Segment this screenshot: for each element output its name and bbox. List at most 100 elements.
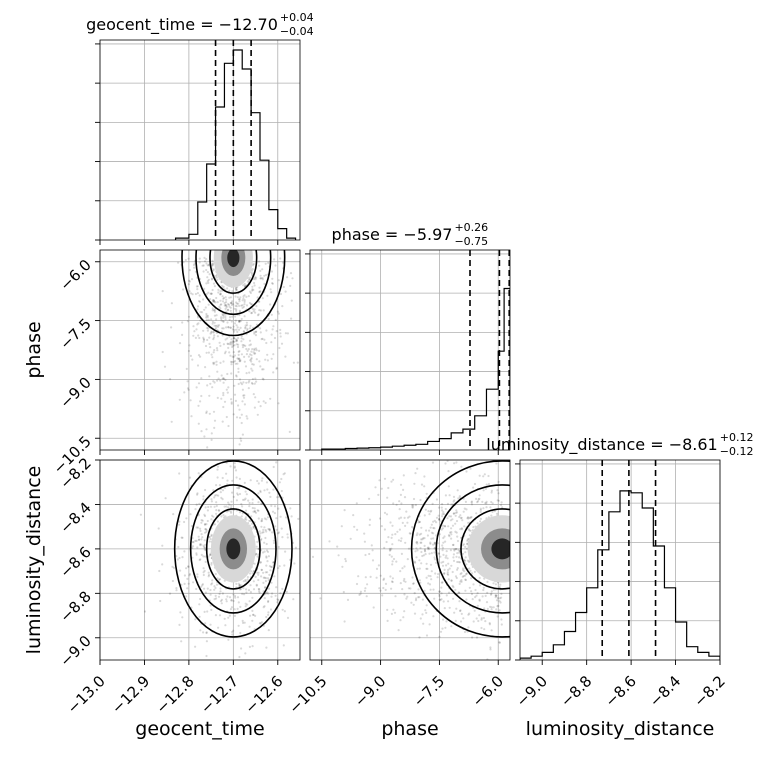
- scatter-point: [482, 616, 485, 620]
- scatter-point: [419, 498, 422, 502]
- scatter-point: [195, 552, 198, 555]
- scatter-point: [208, 375, 211, 378]
- scatter-point: [204, 531, 207, 534]
- scatter-point: [364, 553, 367, 557]
- scatter-point: [462, 543, 466, 546]
- scatter-point: [476, 501, 479, 504]
- scatter-point: [390, 547, 393, 550]
- scatter-point: [234, 596, 237, 599]
- scatter-point: [244, 365, 248, 368]
- scatter-point: [262, 400, 265, 403]
- scatter-point: [254, 311, 257, 314]
- scatter-point: [258, 260, 261, 263]
- scatter-point: [346, 598, 350, 602]
- scatter-point: [205, 293, 208, 296]
- scatter-point: [432, 543, 435, 546]
- scatter-point: [245, 304, 249, 307]
- scatter-point: [252, 613, 255, 616]
- scatter-point: [442, 510, 445, 514]
- scatter-point: [400, 537, 403, 540]
- scatter-point: [428, 529, 431, 532]
- scatter-point: [423, 544, 426, 548]
- scatter-point: [277, 312, 280, 315]
- scatter-point: [422, 554, 425, 557]
- scatter-point: [249, 484, 251, 486]
- scatter-point: [241, 299, 244, 302]
- scatter-point: [240, 439, 243, 442]
- scatter-point: [434, 572, 437, 575]
- scatter-point: [240, 413, 243, 416]
- scatter-point: [188, 269, 191, 272]
- scatter-point: [208, 412, 211, 415]
- scatter-point: [209, 553, 212, 557]
- scatter-point: [220, 602, 223, 605]
- scatter-point: [413, 560, 416, 563]
- scatter-point: [251, 596, 254, 599]
- scatter-point: [232, 629, 235, 632]
- scatter-point: [465, 598, 468, 601]
- scatter-point: [282, 261, 285, 264]
- scatter-point: [186, 587, 189, 590]
- scatter-point: [227, 386, 230, 389]
- scatter-point: [456, 539, 460, 543]
- scatter-point: [302, 537, 304, 539]
- scatter-point: [449, 531, 452, 534]
- scatter-point: [270, 504, 273, 507]
- scatter-point: [219, 344, 222, 347]
- scatter-point: [262, 581, 265, 585]
- scatter-point: [453, 549, 456, 552]
- scatter-point: [244, 326, 247, 329]
- scatter-point: [238, 358, 241, 361]
- scatter-point: [383, 528, 386, 531]
- scatter-point: [213, 309, 216, 312]
- scatter-point: [259, 489, 262, 492]
- scatter-point: [219, 292, 222, 295]
- scatter-point: [207, 327, 210, 330]
- scatter-point: [263, 550, 266, 553]
- scatter-point: [247, 387, 250, 390]
- scatter-point: [233, 340, 236, 343]
- scatter-point: [279, 292, 283, 296]
- scatter-point: [473, 609, 476, 612]
- scatter-point: [420, 562, 423, 565]
- scatter-point: [242, 396, 246, 399]
- scatter-point: [230, 338, 233, 341]
- xtick-label-geocent_time: −12.8: [152, 672, 197, 717]
- scatter-point: [260, 575, 263, 578]
- scatter-point: [450, 503, 453, 506]
- scatter-point: [211, 259, 214, 262]
- scatter-point: [441, 509, 444, 512]
- scatter-point: [385, 540, 388, 544]
- scatter-point: [455, 555, 458, 558]
- scatter-point: [273, 336, 277, 340]
- scatter-point: [228, 614, 231, 617]
- scatter-point: [200, 538, 203, 541]
- scatter-point: [438, 590, 441, 593]
- scatter-point: [466, 539, 469, 542]
- scatter-point: [238, 298, 241, 301]
- scatter-point: [430, 578, 433, 581]
- scatter-point: [289, 284, 292, 287]
- scatter-point: [498, 641, 501, 644]
- scatter-point: [500, 623, 503, 626]
- scatter-point: [494, 583, 497, 586]
- scatter-point: [221, 377, 224, 380]
- scatter-point: [271, 531, 274, 534]
- scatter-point: [480, 626, 483, 630]
- scatter-point: [239, 359, 242, 362]
- scatter-point: [204, 543, 207, 546]
- scatter-point: [211, 309, 214, 312]
- scatter-point: [210, 331, 213, 334]
- scatter-point: [226, 342, 229, 345]
- scatter-point: [232, 303, 235, 306]
- scatter-point: [203, 256, 206, 259]
- scatter-point: [482, 475, 485, 478]
- scatter-point: [202, 544, 205, 547]
- scatter-point: [424, 609, 427, 612]
- scatter-point: [216, 520, 219, 523]
- scatter-point: [466, 559, 469, 562]
- scatter-point: [219, 587, 222, 590]
- scatter-point: [481, 595, 484, 598]
- scatter-point: [259, 622, 262, 625]
- scatter-point: [230, 363, 233, 366]
